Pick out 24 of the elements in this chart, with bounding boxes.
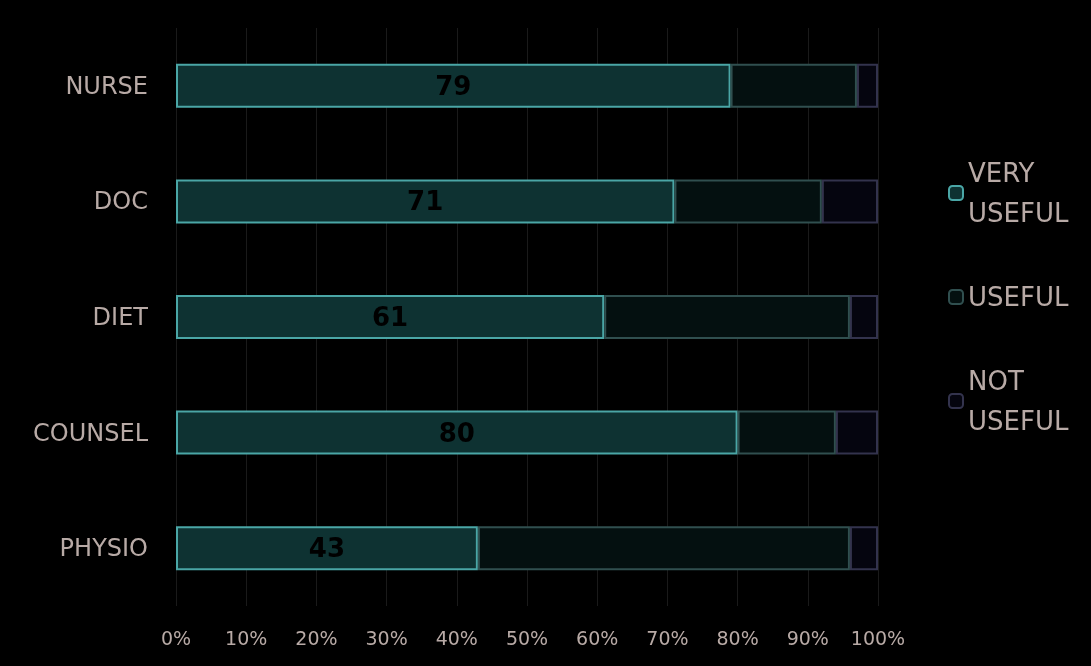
x-tick-label: 100% (850, 626, 906, 649)
bar (176, 410, 738, 455)
legend-label: NOT USEFUL (968, 366, 1069, 436)
x-tick-label: 0% (160, 626, 192, 649)
x-tick-label: 50% (505, 626, 549, 649)
y-tick-label: PHYSIO (59, 534, 148, 563)
bar (176, 179, 675, 224)
legend-label: USEFUL (968, 282, 1069, 312)
x-tick-label: 20% (295, 626, 338, 649)
x-tick-label: 40% (435, 626, 478, 649)
x-tick-label: 10% (225, 626, 268, 649)
bar (176, 526, 478, 571)
legend-label: VERY USEFUL (968, 158, 1069, 228)
bar (176, 295, 605, 339)
x-tick-label: 60% (576, 626, 619, 649)
x-tick-label: 80% (716, 626, 759, 649)
x-tick-label: 70% (646, 626, 689, 649)
x-tick-label: 30% (365, 626, 408, 649)
y-tick-label: COUNSEL (33, 418, 149, 447)
y-tick-label: NURSE (65, 71, 148, 100)
bar (176, 63, 731, 108)
y-tick-label: DOC (93, 187, 148, 216)
y-tick-label: DIET (92, 303, 149, 331)
x-tick-label: 90% (786, 626, 829, 649)
